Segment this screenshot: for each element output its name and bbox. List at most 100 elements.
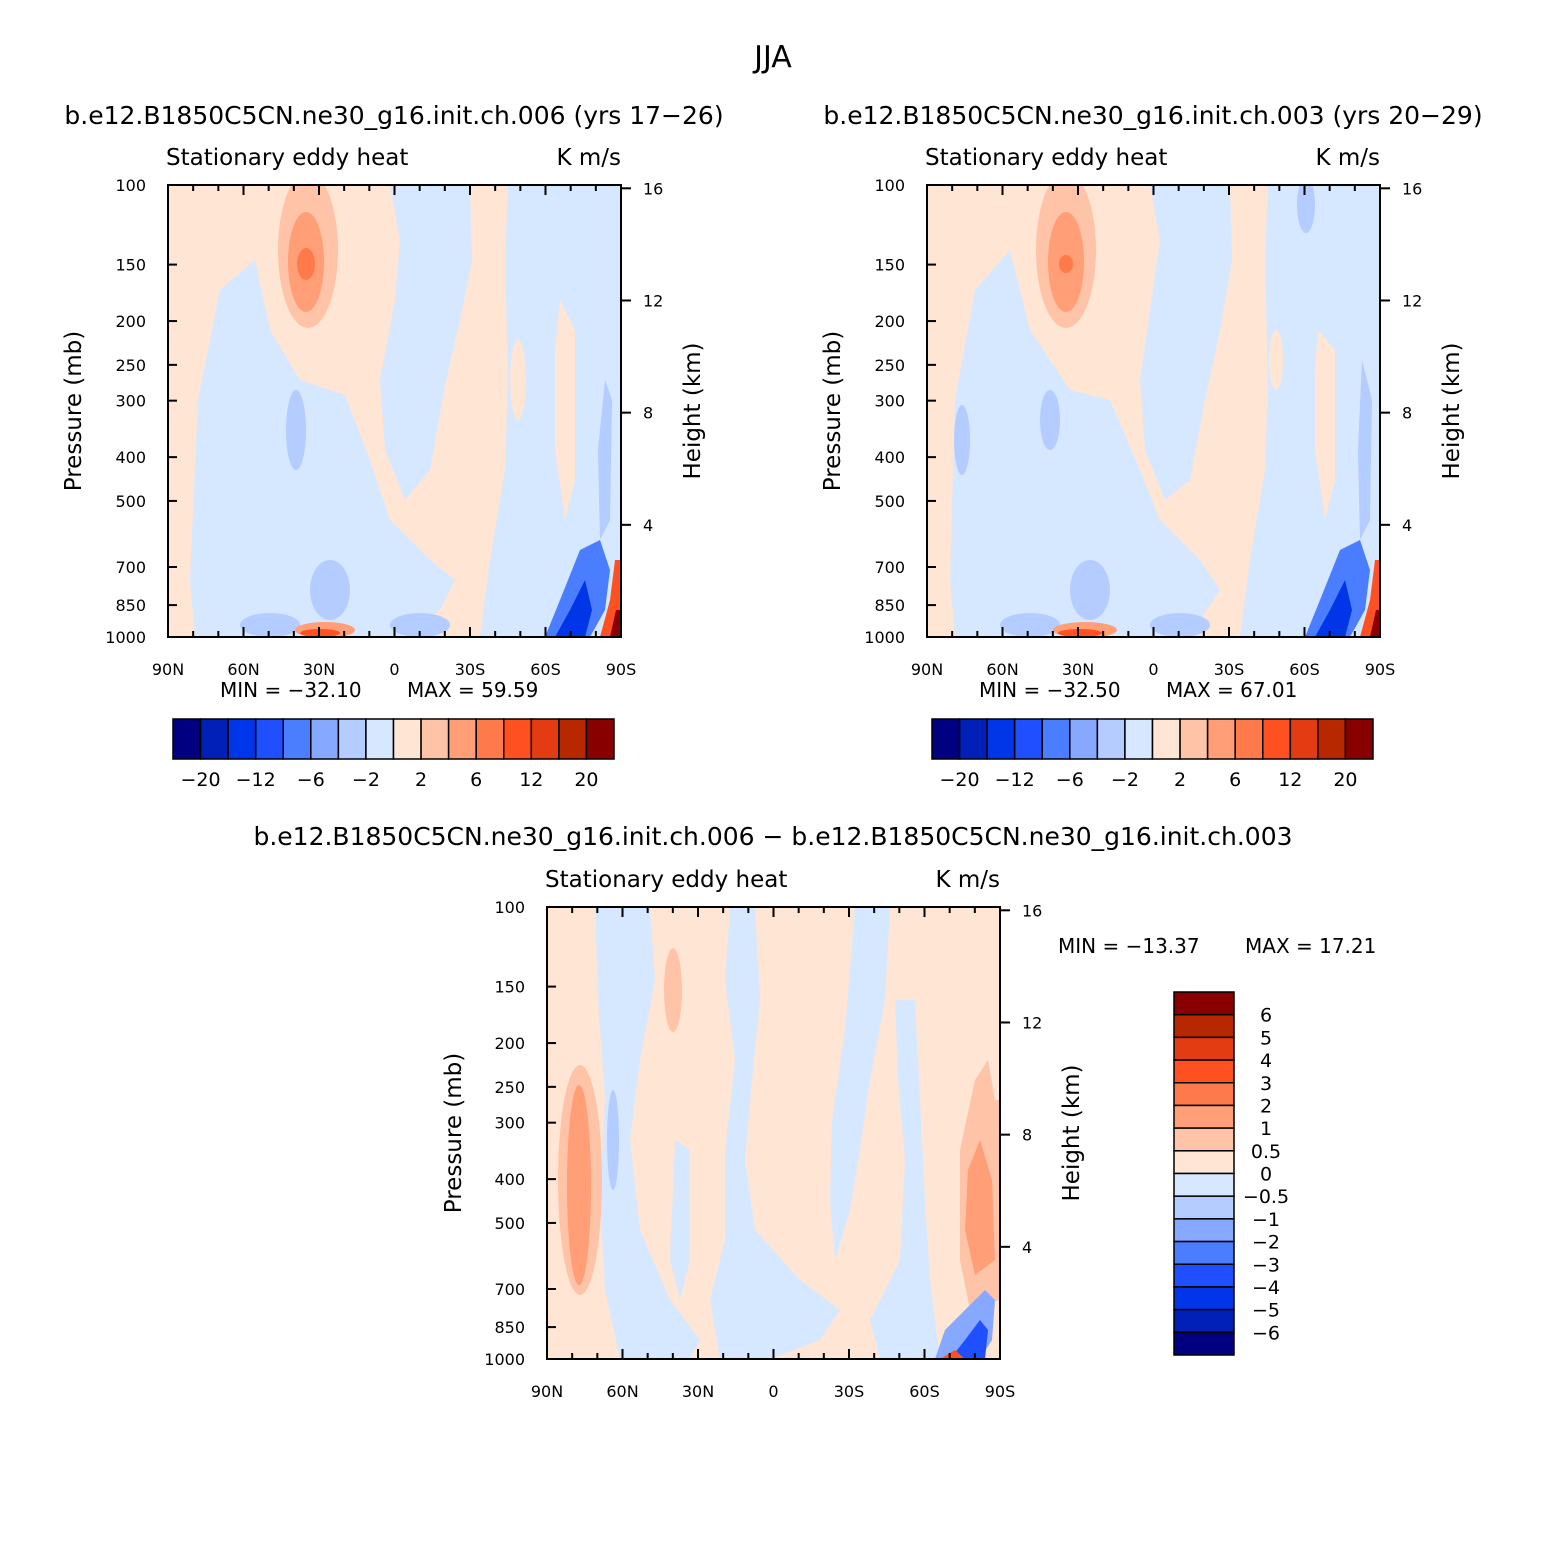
pressure-tick-label: 150 <box>115 256 146 275</box>
panel-b-negative-patch-3 <box>1070 560 1110 620</box>
colorbar-box <box>1151 718 1181 760</box>
pressure-tick-label: 300 <box>115 392 146 411</box>
panel-b-negative-sliver <box>1358 360 1372 540</box>
panel-c-axes: 100 150 200 250 300 400 500 700 850 1000 4 8 12 16 90N… <box>484 898 1042 1401</box>
panel-b-negative-patch-2 <box>1040 390 1060 450</box>
colorbar-box <box>1173 1172 1235 1197</box>
panel-b-right-label: K m/s <box>1315 145 1380 171</box>
panel-b-negative-patch-top <box>1297 185 1315 233</box>
panel-b: 100150200250300400500700850100048121690N… <box>820 145 1465 791</box>
pressure-tick-label: 1000 <box>484 1350 525 1369</box>
colorbar-box <box>1173 1263 1235 1288</box>
panel-b-max: MAX = 67.01 <box>1166 678 1297 702</box>
panel-a-colorbar: −20 −12 −6 −2 2 6 12 20 <box>172 718 615 791</box>
pressure-tick-label: 500 <box>115 492 146 511</box>
panel-b-antarctic-negative-core <box>1315 580 1352 637</box>
pressure-tick-label: 1000 <box>864 628 905 647</box>
colorbar-box <box>1173 1331 1235 1356</box>
height-tick-label: 12 <box>1402 291 1422 310</box>
panel-a-positive-max-core <box>297 248 315 280</box>
panel-a-negative-patch-2 <box>310 560 350 620</box>
panel-c-ylabel2: Height (km) <box>1059 1064 1085 1201</box>
colorbar-box <box>1173 1286 1235 1311</box>
panel-b-negative-patch-4 <box>1150 613 1210 637</box>
colorbar-box <box>227 718 257 760</box>
colorbar-label: 12 <box>519 769 543 791</box>
pressure-tick-label: 200 <box>115 312 146 331</box>
colorbar-label: −2 <box>352 769 380 791</box>
panel-a-left-label: Stationary eddy heat <box>166 145 408 171</box>
colorbar-box <box>1206 718 1236 760</box>
lat-tick-label: 90N <box>152 660 184 679</box>
panel-b-left-label: Stationary eddy heat <box>925 145 1167 171</box>
colorbar-box <box>310 718 340 760</box>
panel-b-negative-patch-5 <box>1000 613 1060 637</box>
colorbar-box <box>1317 718 1347 760</box>
colorbar-label: 6 <box>1229 769 1241 791</box>
lat-tick-label: 30N <box>303 660 335 679</box>
panel-b-antarctic-negative <box>1305 540 1370 637</box>
lat-tick-label: 60S <box>909 1382 940 1401</box>
pressure-tick-label: 150 <box>874 256 905 275</box>
colorbar-box <box>475 718 505 760</box>
colorbar-box <box>199 718 229 760</box>
panel-a-antarctic-negative-core <box>555 580 592 637</box>
panel-b-antarctic-positive-core <box>1370 610 1380 637</box>
colorbar-box <box>447 718 477 760</box>
pressure-tick-label: 850 <box>874 596 905 615</box>
height-tick-label: 8 <box>643 404 653 423</box>
colorbar-label: −4 <box>1252 1277 1280 1299</box>
colorbar-box <box>1124 718 1154 760</box>
pressure-tick-label: 200 <box>494 1034 525 1053</box>
colorbar-label: 3 <box>1260 1073 1272 1095</box>
panel-a-title: b.e12.B1850C5CN.ne30_g16.init.ch.006 (yr… <box>64 101 723 130</box>
panel-c-antarctic-positive <box>940 1350 965 1359</box>
pressure-tick-label: 200 <box>874 312 905 331</box>
pressure-tick-label: 250 <box>494 1078 525 1097</box>
panel-c-negative-patch <box>607 1090 619 1190</box>
colorbar-box <box>1173 1013 1235 1039</box>
colorbar-label: −6 <box>297 769 325 791</box>
pressure-tick-label: 700 <box>494 1280 525 1299</box>
panel-b-title: b.e12.B1850C5CN.ne30_g16.init.ch.003 (yr… <box>823 101 1482 130</box>
pressure-tick-label: 100 <box>494 898 525 917</box>
pressure-tick-label: 400 <box>874 448 905 467</box>
lat-tick-label: 30S <box>1214 660 1245 679</box>
panel-b-negative-band-south <box>1240 185 1380 637</box>
panel-a-antarctic-positive-core <box>610 610 621 637</box>
colorbar-box <box>1262 718 1292 760</box>
colorbar-label: −2 <box>1252 1232 1280 1254</box>
lat-tick-label: 60S <box>530 660 561 679</box>
colorbar-box <box>1234 718 1264 760</box>
colorbar-box <box>1179 718 1209 760</box>
colorbar-box <box>1344 718 1374 760</box>
colorbar-box <box>1173 1059 1235 1084</box>
panel-a-negative-sliver <box>598 380 612 540</box>
height-tick-label: 8 <box>1022 1126 1032 1145</box>
colorbar-box <box>1041 718 1071 760</box>
colorbar-box <box>282 718 312 760</box>
colorbar-box <box>958 718 988 760</box>
pressure-tick-label: 400 <box>115 448 146 467</box>
colorbar-label: −20 <box>181 769 221 791</box>
panel-a-positive-patch <box>510 340 526 420</box>
colorbar-label: −6 <box>1056 769 1084 791</box>
panel-b-colorbar: −20 −12 −6 −2 2 6 12 20 <box>931 718 1374 791</box>
colorbar-label: 6 <box>1260 1005 1272 1027</box>
pressure-tick-label: 1000 <box>105 628 146 647</box>
colorbar-label: 2 <box>415 769 427 791</box>
lat-tick-label: 30N <box>1062 660 1094 679</box>
height-tick-label: 16 <box>643 179 663 198</box>
panel-a-ylabel2: Height (km) <box>680 342 706 479</box>
panel-c-min: MIN = −13.37 <box>1058 934 1200 958</box>
height-tick-label: 4 <box>643 516 653 535</box>
colorbar-label: 5 <box>1260 1027 1272 1049</box>
pressure-tick-label: 700 <box>115 558 146 577</box>
panel-a-negative-band-tropics <box>380 185 472 500</box>
pressure-tick-label: 150 <box>494 978 525 997</box>
panel-c-negative-band-mid <box>710 907 840 1359</box>
pressure-tick-label: 300 <box>494 1114 525 1133</box>
colorbar-box <box>986 718 1016 760</box>
panel-b-negative-band-tropics <box>1140 185 1232 500</box>
